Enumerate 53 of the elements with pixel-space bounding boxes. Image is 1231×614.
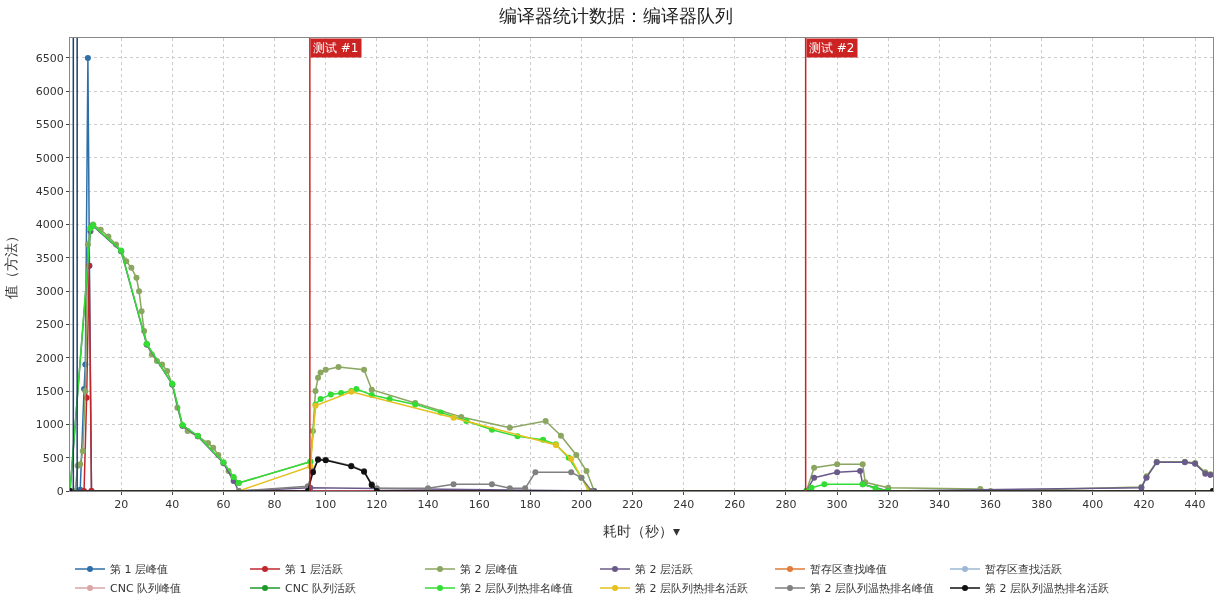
y-tick-label: 2500 bbox=[35, 318, 64, 332]
x-tick-label: 80 bbox=[267, 498, 282, 512]
x-tick-label: 400 bbox=[1082, 498, 1104, 512]
y-tick-label: 1500 bbox=[35, 384, 64, 398]
legend-label: 第 1 层活跃 bbox=[285, 563, 343, 577]
legend-label: 第 2 层峰值 bbox=[460, 563, 518, 577]
legend-label: 暂存区查找活跃 bbox=[985, 563, 1062, 577]
x-tick-label: 60 bbox=[216, 498, 231, 512]
x-tick-label: 140 bbox=[417, 498, 439, 512]
x-tick-label: 180 bbox=[519, 498, 541, 512]
chart-title: 编译器统计数据：编译器队列 bbox=[498, 4, 733, 26]
legend-label: CNC 队列活跃 bbox=[285, 582, 357, 596]
x-tick-label: 340 bbox=[928, 498, 950, 512]
y-tick-label: 6000 bbox=[35, 85, 64, 99]
x-tick-label: 260 bbox=[724, 498, 746, 512]
y-axis-title: 值（方法） bbox=[3, 229, 20, 300]
y-tick-label: 3000 bbox=[35, 285, 64, 298]
y-tick-label: 0 bbox=[56, 484, 64, 498]
x-tick-label: 120 bbox=[366, 498, 388, 512]
x-tick-label: 40 bbox=[165, 498, 180, 512]
ref-line-label: 测试 #1 bbox=[313, 41, 359, 55]
legend-label: 第 2 层队列温热排名峰值 bbox=[810, 582, 934, 596]
legend-label: 第 2 层队列温热排名活跃 bbox=[985, 582, 1109, 596]
y-tick-label: 2000 bbox=[35, 351, 64, 365]
x-tick-label: 360 bbox=[980, 498, 1002, 512]
y-tick-label: 5500 bbox=[35, 118, 64, 132]
legend-label: 第 2 层活跃 bbox=[635, 563, 693, 577]
x-tick-label: 100 bbox=[315, 498, 337, 512]
legend-label: CNC 队列峰值 bbox=[110, 582, 182, 596]
x-tick-label: 240 bbox=[673, 498, 695, 512]
y-tick-label: 4000 bbox=[35, 218, 64, 232]
x-tick-label: 440 bbox=[1184, 498, 1206, 512]
y-tick-label: 1000 bbox=[35, 418, 64, 432]
y-tick-label: 4500 bbox=[35, 185, 64, 199]
y-tick-label: 500 bbox=[42, 451, 64, 465]
y-tick-label: 3500 bbox=[35, 251, 64, 265]
x-tick-label: 200 bbox=[570, 498, 592, 512]
legend-label: 暂存区查找峰值 bbox=[810, 563, 887, 577]
x-tick-label: 300 bbox=[826, 498, 848, 512]
y-tick-label: 6500 bbox=[35, 51, 64, 65]
x-tick-label: 280 bbox=[775, 498, 797, 512]
ref-line-label: 测试 #2 bbox=[809, 41, 855, 55]
x-tick-label: 220 bbox=[622, 498, 644, 512]
x-tick-label: 320 bbox=[877, 498, 899, 512]
y-tick-label: 5000 bbox=[35, 151, 64, 165]
x-tick-label: 20 bbox=[114, 498, 129, 512]
x-tick-label: 380 bbox=[1031, 498, 1053, 512]
legend-label: 第 2 层队列热排名活跃 bbox=[635, 582, 748, 596]
x-tick-label: 160 bbox=[468, 498, 490, 512]
legend-label: 第 1 层峰值 bbox=[110, 563, 168, 577]
x-axis-title: 耗时（秒）▾ bbox=[602, 522, 681, 539]
x-tick-label: 420 bbox=[1133, 498, 1155, 512]
legend-label: 第 2 层队列热排名峰值 bbox=[460, 582, 573, 596]
